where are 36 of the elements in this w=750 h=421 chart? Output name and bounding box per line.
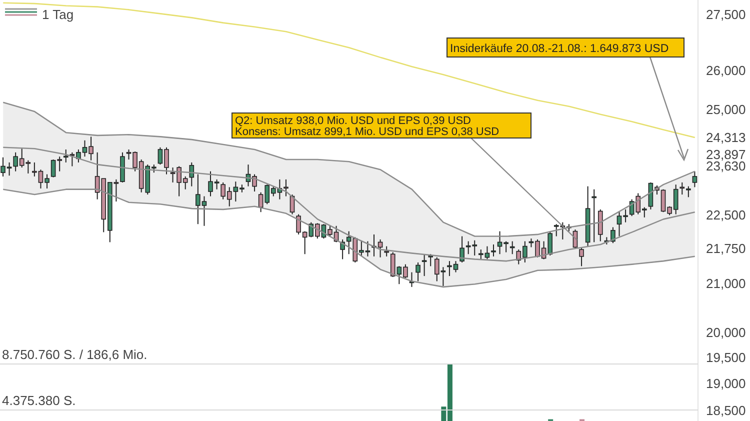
y-tick-label: 26,000 <box>706 63 746 78</box>
candlestick <box>384 246 389 257</box>
y-tick-label: 27,500 <box>706 7 746 22</box>
y-tick-label: 24,313 <box>706 130 746 145</box>
line-series <box>2 146 696 262</box>
annotation: Insiderkäufe 20.08.-21.08.: 1.649.873 USD <box>450 43 669 55</box>
candlestick <box>510 240 515 255</box>
ref-line-label: 8.750.760 S. / 186,6 Mio. <box>2 347 148 362</box>
y-tick-label: 21,000 <box>706 276 746 292</box>
candlestick <box>460 236 464 263</box>
candlestick <box>680 182 685 196</box>
candlestick <box>416 262 420 282</box>
y-tick-label: 19,000 <box>706 376 746 392</box>
y-tick-label: 25,000 <box>706 102 746 118</box>
text: 1 Tag <box>42 7 74 22</box>
candlestick <box>491 244 496 257</box>
candlestick <box>592 188 596 243</box>
candlestick <box>422 254 427 277</box>
candlestick <box>692 170 698 188</box>
line-series <box>2 2 696 138</box>
candlestick <box>189 162 194 187</box>
candlestick <box>63 148 68 163</box>
y-tick-label: 18,500 <box>706 402 746 418</box>
candlestick <box>610 226 616 244</box>
candlestick <box>686 186 691 198</box>
annotation: Konsens: Umsatz 899,1 Mio. USD und EPS 0,38 USD <box>235 126 500 138</box>
candlestick <box>579 246 584 267</box>
candlestick <box>428 254 434 267</box>
y-tick-label: 20,000 <box>706 324 746 340</box>
candlestick <box>598 208 603 242</box>
y-tick-label: 22,500 <box>706 207 746 222</box>
annotation: Q2: Umsatz 938,0 Mio. USD und EPS 0,39 USD <box>235 115 472 127</box>
ref-line-label: 4.375.380 S. <box>2 393 76 408</box>
y-tick-label: 19,500 <box>706 350 746 366</box>
y-tick-label: 21,750 <box>706 241 746 256</box>
line-series <box>2 102 696 237</box>
